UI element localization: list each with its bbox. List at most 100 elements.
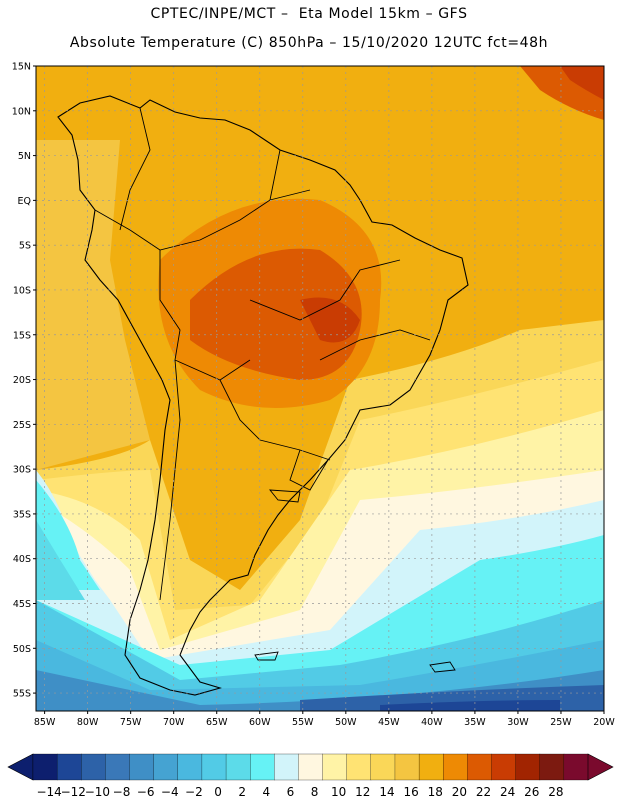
- lon-label: 65W: [206, 717, 228, 728]
- border-chile-argentina: [159, 359, 181, 601]
- colorbar-label: 22: [476, 785, 491, 799]
- map-title-line-2: Absolute Temperature (C) 850hPa – 15/10/…: [69, 35, 549, 51]
- colorbar-label: 18: [428, 785, 443, 799]
- colorbar-swatch: [394, 753, 420, 781]
- lon-label: 80W: [77, 717, 99, 728]
- lat-label: 40S: [13, 554, 31, 565]
- colorbar-label: −10: [85, 785, 110, 799]
- colorbar-label: 8: [311, 785, 319, 799]
- lat-label: 5S: [19, 241, 31, 252]
- map-frame: [35, 65, 605, 712]
- lat-label: 10S: [13, 285, 31, 296]
- lon-label: 75W: [120, 717, 142, 728]
- colorbar-label: 24: [500, 785, 515, 799]
- colorbar-label: −14: [36, 785, 61, 799]
- border-uruguay: [289, 449, 329, 491]
- colorbar-swatch: [153, 753, 179, 781]
- map-title-line-1: CPTEC/INPE/MCT – Eta Model 15km – GFS: [150, 6, 468, 22]
- lat-label: 20S: [13, 375, 31, 386]
- colorbar-swatch: [467, 753, 492, 781]
- lon-label: 45W: [378, 717, 400, 728]
- lon-label: 20W: [593, 717, 615, 728]
- latitude-labels: 15N 10N 5N EQ 5S 10S 15S 20S 25S 30S 35S 40S 45S 50S 5…: [12, 62, 36, 700]
- colorbar-label: −6: [137, 785, 155, 799]
- field-hot-inner: [190, 248, 362, 380]
- colorbar-label: −2: [185, 785, 203, 799]
- colorbar-label: 16: [403, 785, 418, 799]
- lat-label: 5N: [18, 151, 31, 162]
- colorbar-label: −12: [61, 785, 86, 799]
- lon-label: 25W: [550, 717, 572, 728]
- colorbar-swatch: [81, 753, 106, 781]
- field-pacific-cool-c: [36, 520, 85, 600]
- colorbar-label: 28: [548, 785, 563, 799]
- colorbar-swatch: [105, 753, 130, 781]
- lon-label: 50W: [335, 717, 357, 728]
- colorbar-label: −8: [113, 785, 131, 799]
- colorbar-label: 0: [214, 785, 222, 799]
- field-pacific-warm: [36, 140, 150, 470]
- lat-label: 45S: [13, 599, 31, 610]
- colorbar: [7, 753, 614, 781]
- continent-outline: [57, 95, 469, 696]
- colorbar-left-arrow: [7, 753, 34, 781]
- longitude-labels: 85W 80W 75W 70W 65W 60W 55W 50W 45W 40W 35W 30W 25W 2…: [34, 711, 615, 728]
- lon-label: 30W: [507, 717, 529, 728]
- field-ne-corner-max: [560, 66, 604, 100]
- colorbar-swatch: [129, 753, 155, 781]
- colorbar-label: 4: [262, 785, 270, 799]
- lat-label: 35S: [13, 509, 31, 520]
- colorbar-swatch: [56, 753, 82, 781]
- colorbar-swatch: [443, 753, 468, 781]
- colorbar-swatch: [563, 753, 589, 781]
- colorbar-swatch: [201, 753, 227, 781]
- colorbar-label: 14: [379, 785, 394, 799]
- lat-label: 15N: [12, 62, 31, 73]
- colorbar-label: 20: [452, 785, 467, 799]
- lon-label: 85W: [34, 717, 56, 728]
- border-colombia-venezuela: [119, 107, 151, 231]
- lon-label: 35W: [464, 717, 486, 728]
- lat-label: 55S: [13, 689, 31, 700]
- colorbar-swatch: [177, 753, 203, 781]
- colorbar-label: −4: [161, 785, 179, 799]
- colorbar-swatch: [539, 753, 565, 781]
- border-peru-bolivia: [159, 250, 251, 381]
- lon-label: 55W: [292, 717, 314, 728]
- lon-label: 70W: [163, 717, 185, 728]
- falkland-islands: [254, 651, 279, 661]
- colorbar-swatch: [418, 753, 444, 781]
- colorbar-swatch: [515, 753, 541, 781]
- colorbar-label: 10: [331, 785, 346, 799]
- colorbar-label: 12: [355, 785, 370, 799]
- colorbar-swatch: [32, 753, 58, 781]
- lon-label: 40W: [421, 717, 443, 728]
- colorbar-swatch: [346, 753, 372, 781]
- colorbar-label: 26: [524, 785, 539, 799]
- lat-label: 10N: [12, 106, 31, 117]
- colorbar-swatch: [225, 753, 251, 781]
- border-brazil-states: [249, 259, 401, 321]
- colorbar-labels: −14−12−10 −8 −6 −4 −2 0 2 4 6 8 10 12 14 16 18 20 22 24 26…: [36, 785, 563, 799]
- field-hot-max: [300, 297, 360, 343]
- colorbar-swatch: [370, 753, 396, 781]
- colorbar-label: 6: [287, 785, 295, 799]
- falkland-island: [269, 489, 301, 503]
- south-georgia: [429, 661, 456, 673]
- lat-label: 15S: [13, 330, 31, 341]
- colorbar-swatch: [322, 753, 348, 781]
- colorbar-right-arrow: [587, 753, 614, 781]
- lat-label: 30S: [13, 465, 31, 476]
- colorbar-swatch: [491, 753, 517, 781]
- colorbar-label: 2: [238, 785, 246, 799]
- lat-label: EQ: [18, 196, 31, 207]
- lat-label: 25S: [13, 420, 31, 431]
- colorbar-swatch: [298, 753, 324, 781]
- lat-label: 50S: [13, 644, 31, 655]
- colorbar-swatch: [274, 753, 299, 781]
- lon-label: 60W: [249, 717, 271, 728]
- colorbar-swatch: [250, 753, 275, 781]
- field-band-m10: [380, 700, 560, 711]
- border-guianas: [269, 149, 281, 201]
